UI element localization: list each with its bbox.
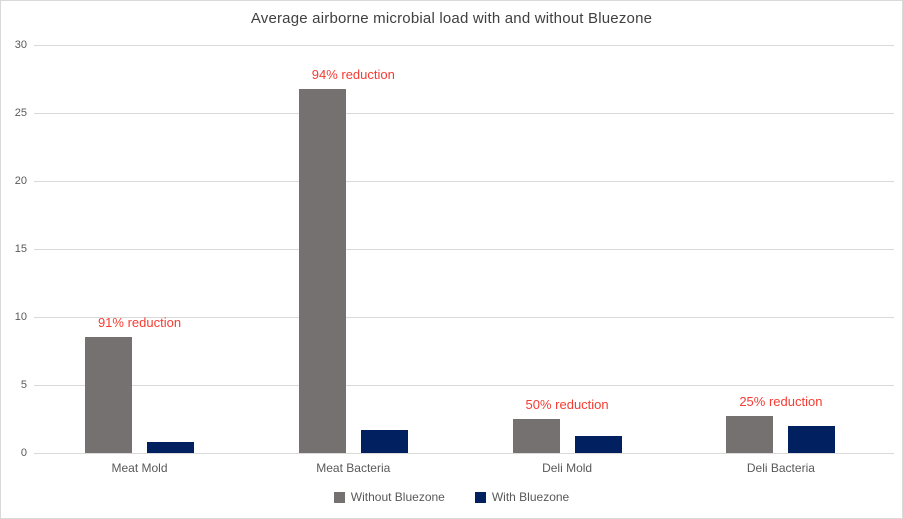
y-axis-tick-label: 30	[14, 39, 27, 51]
annotation-meat-bacteria: 94% reduction	[311, 66, 395, 82]
legend-swatch-without-bluezone	[333, 491, 345, 503]
gridline-10	[34, 317, 894, 318]
legend-item-without-bluezone: Without Bluezone	[333, 490, 445, 504]
x-axis-label-meat-bacteria: Meat Bacteria	[316, 461, 391, 475]
y-axis-tick-label: 20	[14, 175, 27, 187]
legend-item-with-bluezone: With Bluezone	[474, 490, 570, 504]
bar-with-bluezone-meat-mold	[147, 442, 194, 453]
legend-label: Without Bluezone	[350, 490, 445, 504]
chart-title: Average airborne microbial load with and…	[250, 10, 653, 27]
legend-swatch-with-bluezone	[474, 491, 486, 503]
y-axis-tick-label: 5	[20, 379, 27, 391]
annotation-deli-mold: 50% reduction	[525, 397, 609, 412]
bar-without-bluezone-deli-bacteria	[726, 416, 774, 453]
x-axis-label-deli-bacteria: Deli Bacteria	[746, 461, 815, 475]
legend: Without Bluezone With Bluezone	[1, 490, 902, 504]
bar-with-bluezone-deli-bacteria	[788, 425, 836, 453]
gridline-25	[34, 113, 894, 114]
gridline-15	[34, 249, 894, 250]
y-axis-tick-label: 0	[20, 447, 27, 459]
y-axis-tick-label: 15	[14, 243, 27, 255]
gridline-20	[34, 181, 894, 182]
gridline-0	[34, 453, 894, 454]
legend-label: With Bluezone	[491, 490, 570, 504]
x-axis-label-deli-mold: Deli Mold	[542, 461, 593, 475]
gridline-5	[34, 385, 894, 386]
x-axis-label-meat-mold: Meat Mold	[111, 461, 168, 475]
gridline-30	[34, 45, 894, 46]
annotation-deli-bacteria: 25% reduction	[739, 394, 823, 410]
bar-without-bluezone-meat-bacteria	[298, 88, 346, 453]
bar-without-bluezone-deli-mold	[512, 419, 560, 453]
bar-with-bluezone-deli-mold	[574, 436, 622, 453]
bar-with-bluezone-meat-bacteria	[360, 429, 408, 453]
y-axis-tick-label: 25	[14, 107, 27, 119]
bar-without-bluezone-meat-mold	[85, 337, 132, 453]
y-axis-tick-label: 10	[14, 311, 27, 323]
annotation-meat-mold: 91% reduction	[97, 315, 182, 331]
